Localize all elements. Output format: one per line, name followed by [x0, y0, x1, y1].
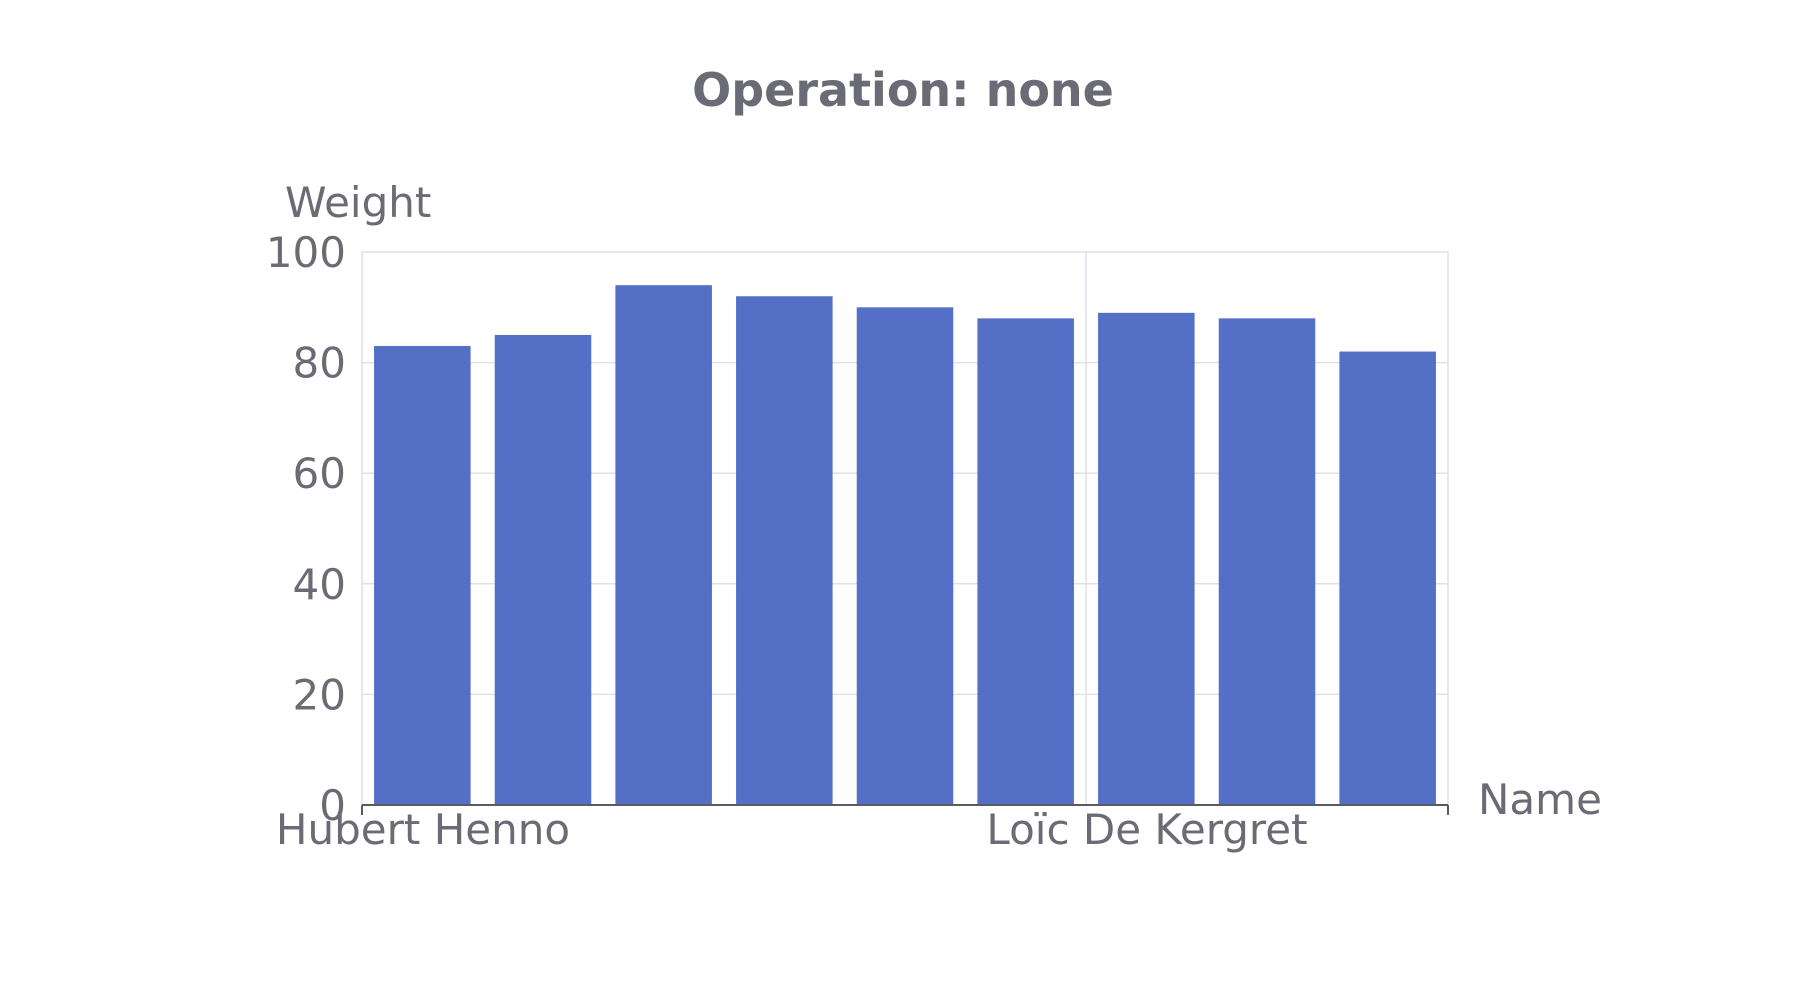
axis-layer	[361, 804, 1449, 815]
bars-layer	[374, 285, 1436, 805]
chart-title: Operation: none	[692, 63, 1114, 117]
y-tick-label: 40	[293, 560, 346, 609]
x-axis-label: Name	[1478, 775, 1602, 824]
bar[interactable]	[736, 296, 833, 805]
y-tick-label: 0	[319, 781, 346, 830]
bar[interactable]	[494, 334, 592, 805]
bar[interactable]	[856, 307, 954, 805]
bar[interactable]	[977, 318, 1074, 805]
bar[interactable]	[1098, 312, 1195, 805]
y-tick-label: 20	[293, 670, 346, 719]
bar[interactable]	[1218, 318, 1316, 805]
y-axis-label: Weight	[285, 178, 431, 227]
bar[interactable]	[1339, 351, 1436, 805]
bar[interactable]	[615, 285, 712, 805]
y-tick-label: 100	[266, 228, 346, 277]
labels-layer: 0 20 40 60 80 100 Hubert Henno Loïc De Kergret	[266, 228, 1308, 854]
y-tick-label: 80	[293, 339, 346, 388]
x-tick-label: Hubert Henno	[276, 805, 570, 854]
x-tick-label: Loïc De Kergret	[986, 805, 1307, 854]
y-tick-label: 60	[293, 449, 346, 498]
bar[interactable]	[374, 346, 471, 805]
